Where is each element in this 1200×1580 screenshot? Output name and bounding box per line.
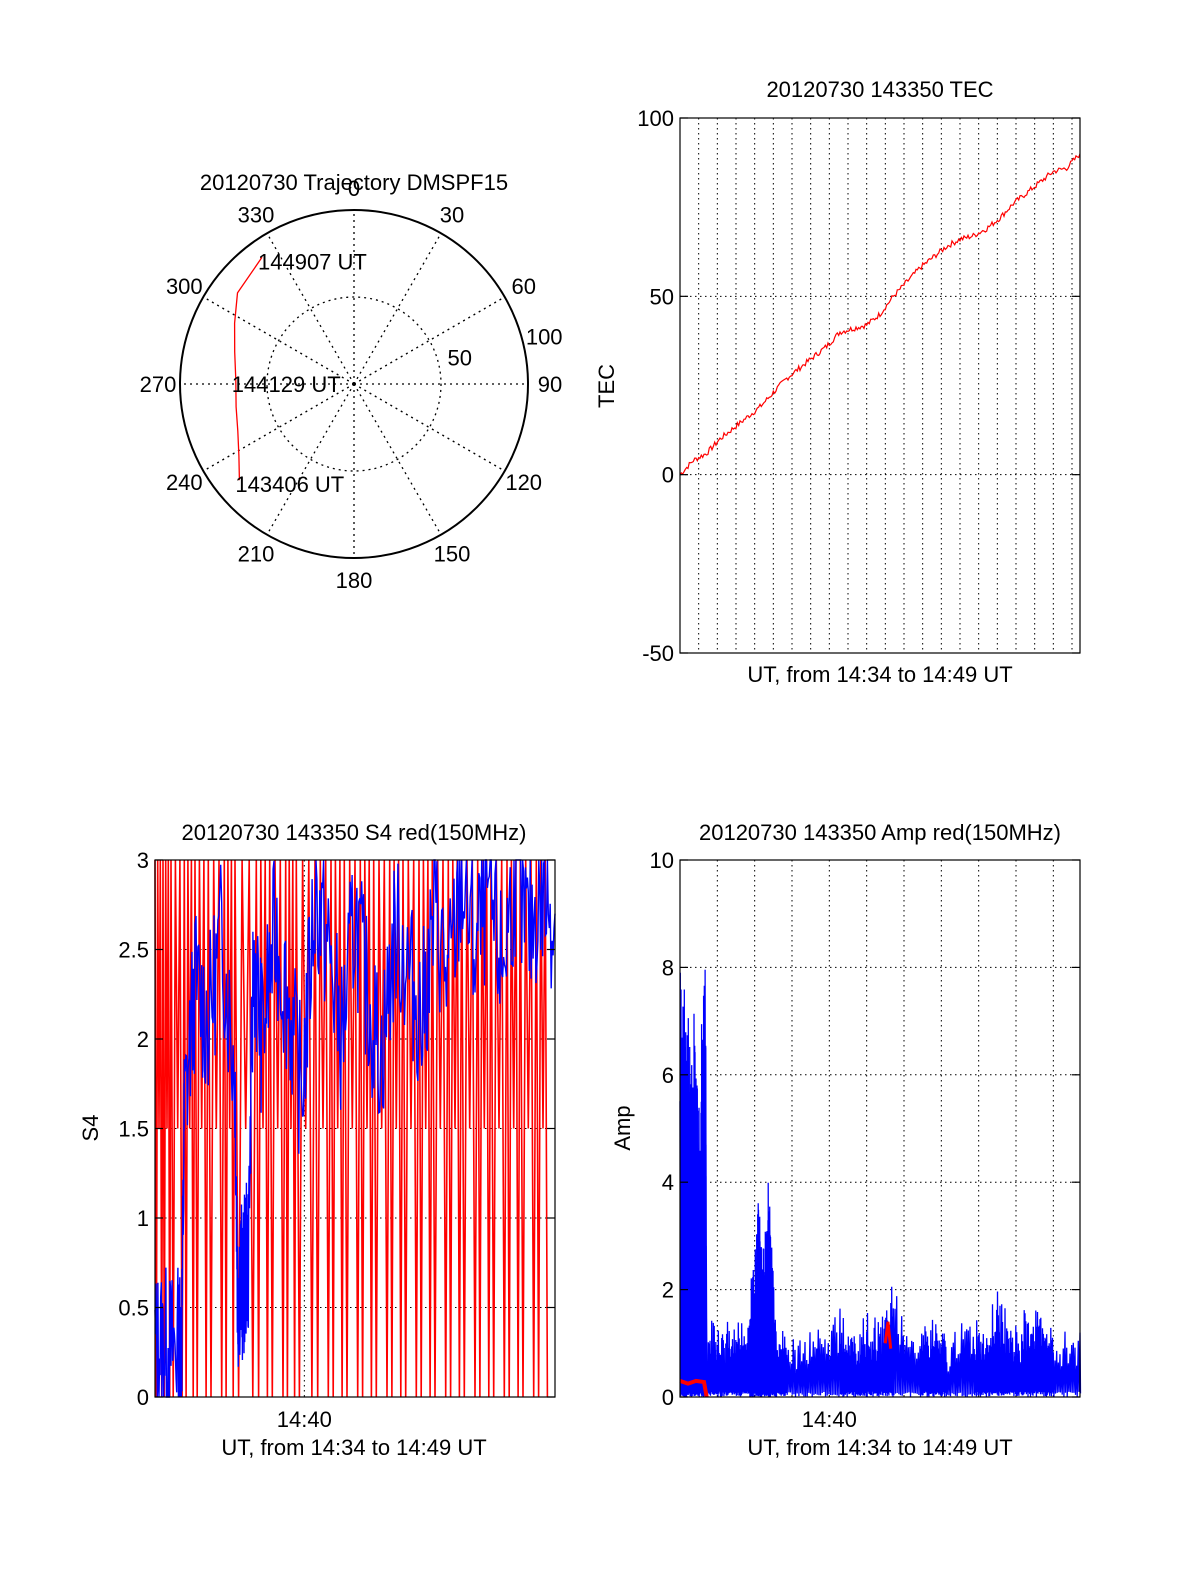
trajectory-spoke <box>353 383 442 536</box>
y-tick-label: 10 <box>650 848 674 873</box>
trajectory-time-label: 144907 UT <box>258 249 367 274</box>
tec-x-axis-label: UT, from 14:34 to 14:49 UT <box>747 662 1012 687</box>
y-tick-label: 8 <box>662 955 674 980</box>
s4-panel: 20120730 143350 S4 red(150MHz) 0 0.5 1 1.5 2… <box>78 820 556 1460</box>
amp-red-series <box>883 1321 893 1349</box>
y-tick-label: 4 <box>662 1170 674 1195</box>
s4-x-axis-label: UT, from 14:34 to 14:49 UT <box>221 1435 486 1460</box>
amp-blue-series <box>679 969 1082 1398</box>
x-tick-label: 14:40 <box>277 1407 332 1432</box>
trajectory-angle-label: 270 <box>140 372 177 397</box>
trajectory-angle-label: 150 <box>434 542 471 567</box>
tec-title: 20120730 143350 TEC <box>766 77 993 102</box>
s4-y-ticks: 0 0.5 1 1.5 2 2.5 3 <box>118 848 555 1410</box>
s4-blue-series <box>154 859 556 1398</box>
amp-plot-frame <box>679 859 1081 1398</box>
trajectory-grid <box>180 210 528 558</box>
amp-panel: 20120730 143350 Amp red(150MHz) 0246810 … <box>610 820 1082 1460</box>
y-tick-label: 2.5 <box>118 938 149 963</box>
y-tick-label: 6 <box>662 1063 674 1088</box>
amp-red-series <box>679 1378 709 1398</box>
amp-x-ticks: 14:40 <box>802 1407 857 1432</box>
trajectory-angle-label: 120 <box>505 470 542 495</box>
trajectory-angle-label: 240 <box>166 470 203 495</box>
s4-title: 20120730 143350 S4 red(150MHz) <box>182 820 527 845</box>
trajectory-title: 20120730 Trajectory DMSPF15 <box>200 170 508 195</box>
trajectory-angle-label: 60 <box>511 274 535 299</box>
trajectory-angle-labels: 0 30 60 90 120 150 180 210 240 270 300 330 50 100 <box>140 176 563 593</box>
y-tick-label: 3 <box>137 848 149 873</box>
y-tick-label: 50 <box>650 284 674 309</box>
x-tick-label: 14:40 <box>802 1407 857 1432</box>
trajectory-angle-label: 330 <box>238 202 275 227</box>
amp-grid <box>680 860 1080 1397</box>
y-tick-label: 2 <box>662 1278 674 1303</box>
trajectory-angle-label: 90 <box>538 372 562 397</box>
y-tick-label: 0 <box>662 463 674 488</box>
trajectory-spoke <box>266 232 355 385</box>
tec-series-line <box>679 153 1081 476</box>
amp-title: 20120730 143350 Amp red(150MHz) <box>699 820 1061 845</box>
y-tick-label: 0 <box>137 1385 149 1410</box>
y-tick-label: 100 <box>637 106 674 131</box>
trajectory-panel: 20120730 Trajectory DMSPF15 0 30 60 90 120 15… <box>140 170 563 593</box>
s4-series <box>154 859 556 1398</box>
trajectory-spoke <box>202 383 355 472</box>
trajectory-angle-label: 180 <box>336 568 373 593</box>
s4-y-axis-label: S4 <box>78 1115 103 1142</box>
y-tick-label: 0.5 <box>118 1296 149 1321</box>
trajectory-angle-label: 0 <box>348 176 360 201</box>
trajectory-radial-ring <box>266 296 442 472</box>
amp-x-axis-label: UT, from 14:34 to 14:49 UT <box>747 1435 1012 1460</box>
s4-x-ticks: 14:40 <box>277 1407 332 1432</box>
trajectory-spoke <box>353 232 442 385</box>
trajectory-angle-label: 210 <box>238 542 275 567</box>
trajectory-angle-label: 30 <box>440 202 464 227</box>
s4-red-series <box>154 859 549 1398</box>
amp-y-ticks: 0 2 4 6 8 10 <box>650 848 1080 1410</box>
trajectory-time-label: 144129 UT <box>232 372 341 397</box>
tec-y-axis-label: TEC <box>594 364 619 408</box>
trajectory-outer-ring <box>179 209 529 559</box>
y-tick-label: -50 <box>642 641 674 666</box>
trajectory-annotations: 143406 UT 144129 UT 144907 UT <box>232 249 367 497</box>
y-tick-label: 0 <box>662 1385 674 1410</box>
trajectory-radial-label: 50 <box>448 346 472 371</box>
trajectory-spoke <box>202 296 355 385</box>
trajectory-radial-label: 100 <box>526 325 563 350</box>
tec-panel: 20120730 143350 TEC -50 0 50 100 TEC UT, fr… <box>594 77 1081 687</box>
trajectory-spoke <box>353 296 506 385</box>
trajectory-spoke <box>353 383 506 472</box>
tec-grid <box>680 118 1080 653</box>
tec-plot-frame <box>679 117 1081 654</box>
trajectory-angle-label: 300 <box>166 274 203 299</box>
trajectory-spoke <box>266 383 355 536</box>
tec-y-ticks: -50 0 50 100 <box>637 106 1080 666</box>
trajectory-track <box>233 256 263 481</box>
amp-series <box>679 969 1082 1398</box>
y-tick-label: 1 <box>137 1206 149 1231</box>
y-tick-label: 2 <box>137 1027 149 1052</box>
trajectory-time-label: 143406 UT <box>235 472 344 497</box>
y-tick-label: 1.5 <box>118 1117 149 1142</box>
amp-y-axis-label: Amp <box>610 1105 635 1150</box>
